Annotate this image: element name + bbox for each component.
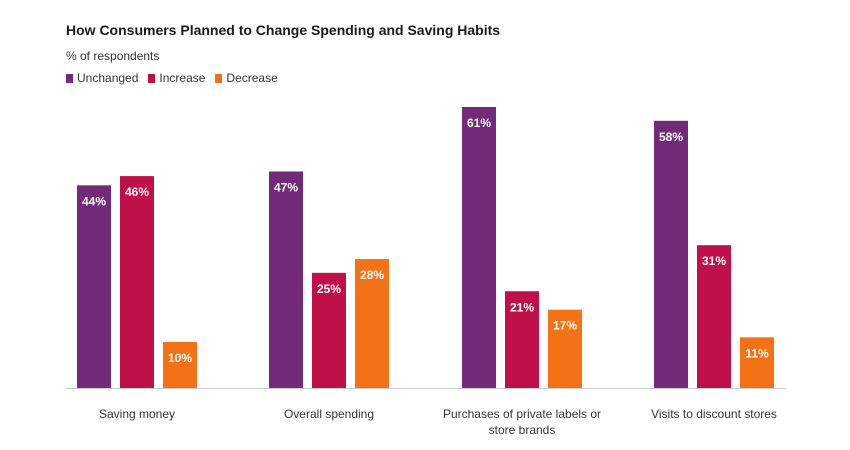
- legend-label-unchanged: Unchanged: [77, 71, 139, 85]
- legend-item-increase: Increase: [148, 71, 205, 85]
- bar-label-increase-1: 25%: [317, 282, 341, 296]
- bar-unchanged-0: [77, 185, 111, 388]
- chart-subtitle: % of respondents: [66, 49, 160, 63]
- bar-increase-2: [505, 291, 539, 388]
- bar-unchanged-1: [269, 171, 303, 388]
- category-label-1: Overall spending: [284, 407, 374, 421]
- legend-item-decrease: Decrease: [215, 71, 278, 85]
- legend-label-increase: Increase: [159, 71, 206, 85]
- bar-label-unchanged-2: 61%: [467, 116, 491, 130]
- legend-swatch-decrease: [215, 73, 223, 83]
- bar-increase-0: [120, 176, 154, 388]
- bar-increase-1: [312, 272, 346, 388]
- bar-label-increase-0: 46%: [125, 185, 149, 199]
- bar-increase-3: [697, 245, 731, 388]
- category-label-0: Saving money: [99, 407, 175, 421]
- bar-label-decrease-3: 11%: [745, 346, 769, 360]
- chart-title: How Consumers Planned to Change Spending…: [66, 22, 501, 38]
- bar-label-decrease-2: 17%: [553, 319, 577, 333]
- legend: Unchanged Increase Decrease: [66, 71, 278, 85]
- bar-decrease-0: [163, 341, 197, 388]
- bar-label-increase-3: 31%: [702, 254, 726, 268]
- bar-decrease-2: [548, 309, 582, 388]
- bar-label-decrease-0: 10%: [168, 351, 192, 365]
- legend-swatch-increase: [148, 73, 156, 83]
- category-label-2-line-0: Purchases of private labels or: [443, 407, 601, 421]
- bar-label-increase-2: 21%: [510, 300, 534, 314]
- bar-decrease-1: [355, 259, 389, 388]
- bar-label-decrease-1: 28%: [360, 268, 384, 282]
- bar-label-unchanged-3: 58%: [659, 130, 683, 144]
- bar-unchanged-3: [654, 120, 688, 388]
- legend-item-unchanged: Unchanged: [66, 71, 138, 85]
- bar-unchanged-2: [462, 107, 496, 388]
- legend-label-decrease: Decrease: [226, 71, 278, 85]
- bar-decrease-3: [740, 337, 774, 388]
- category-label-2-line-1: store brands: [489, 423, 556, 437]
- bar-label-unchanged-1: 47%: [274, 180, 298, 194]
- category-label-3: Visits to discount stores: [651, 407, 777, 421]
- bar-label-unchanged-0: 44%: [82, 194, 106, 208]
- legend-swatch-unchanged: [66, 73, 73, 83]
